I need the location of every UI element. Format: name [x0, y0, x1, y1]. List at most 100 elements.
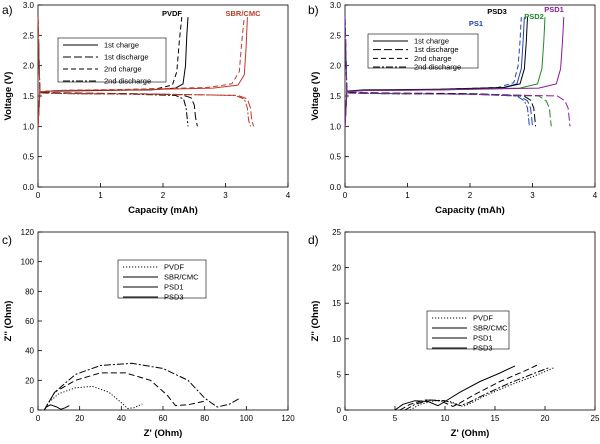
y-tick-label: 25 — [332, 228, 341, 237]
series-line — [344, 17, 528, 127]
x-axis-label: Capacity (mAh) — [435, 205, 505, 216]
y-tick-label: 0 — [30, 406, 35, 415]
series-line — [344, 17, 533, 127]
y-tick-label: 0.0 — [23, 183, 35, 192]
y-axis-label: Z'' (Ohm) — [3, 301, 14, 342]
y-tick-label: 2.0 — [23, 62, 35, 71]
y-tick-label: 100 — [21, 258, 35, 267]
x-tick-label: 10 — [441, 414, 450, 423]
y-tick-label: 1.0 — [330, 122, 342, 131]
series-annotation: PS1 — [469, 19, 483, 28]
x-tick-label: 0 — [343, 191, 348, 200]
x-tick-label: 2 — [161, 191, 166, 200]
plot-frame — [344, 231, 596, 411]
y-tick-label: 0.5 — [330, 153, 342, 162]
x-tick-label: 100 — [240, 414, 254, 423]
x-tick-label: 2 — [468, 191, 473, 200]
x-tick-label: 4 — [593, 191, 598, 200]
legend-entry: 1st discharge — [104, 53, 149, 62]
series-annotation: SBR/CMC — [226, 9, 262, 18]
x-tick-label: 3 — [223, 191, 228, 200]
x-tick-label: 20 — [541, 414, 550, 423]
y-tick-label: 20 — [332, 264, 341, 273]
series-line — [344, 17, 530, 127]
legend-entry: PSD3 — [164, 293, 184, 302]
series-line — [37, 17, 255, 127]
legend-entry: PVDF — [164, 263, 184, 272]
y-tick-label: 1.5 — [330, 92, 342, 101]
legend-box — [117, 259, 207, 299]
x-tick-label: 20 — [75, 414, 84, 423]
x-tick-label: 0 — [36, 191, 41, 200]
y-tick-label: 10 — [332, 335, 341, 344]
plot-frame — [37, 231, 289, 411]
series-line — [399, 363, 541, 411]
legend-entry: 2nd charge — [414, 54, 452, 63]
x-tick-label: 1 — [405, 191, 410, 200]
x-tick-label: 80 — [200, 414, 209, 423]
x-tick-label: 0 — [343, 414, 348, 423]
plot-frame — [37, 4, 289, 188]
legend-entry: 1st charge — [104, 41, 139, 50]
x-tick-label: 4 — [286, 191, 291, 200]
x-axis-label: Capacity (mAh) — [128, 205, 198, 216]
legend-entry: PSD1 — [473, 334, 493, 343]
legend-entry: SBR/CMC — [473, 324, 508, 333]
legend-entry: 1st discharge — [414, 45, 459, 54]
series-annotation: PSD3 — [487, 7, 507, 16]
y-axis-label: Voltage (V) — [3, 72, 14, 121]
y-axis-label: Z'' (Ohm) — [310, 301, 321, 342]
series-annotation: PVDF — [162, 9, 182, 18]
legend-entry: 2nd charge — [104, 65, 142, 74]
series-line — [43, 385, 143, 411]
y-tick-label: 40 — [25, 347, 34, 356]
series-line — [344, 17, 546, 127]
legend-entry: 1st charge — [414, 37, 449, 46]
y-tick-label: 3.0 — [23, 1, 35, 10]
y-tick-label: 5 — [337, 370, 342, 379]
panel-label: c) — [2, 233, 12, 247]
y-axis-label: Voltage (V) — [310, 72, 321, 121]
series-line — [344, 17, 537, 127]
x-tick-label: 3 — [530, 191, 535, 200]
x-tick-label: 5 — [393, 414, 398, 423]
x-tick-label: 15 — [491, 414, 500, 423]
x-axis-label: Z' (Ohm) — [144, 428, 183, 439]
y-tick-label: 2.5 — [330, 31, 342, 40]
y-tick-label: 0.5 — [23, 153, 35, 162]
series-line — [394, 365, 516, 411]
y-tick-label: 20 — [25, 376, 34, 385]
y-tick-label: 60 — [25, 317, 34, 326]
x-tick-label: 40 — [117, 414, 126, 423]
y-tick-label: 120 — [21, 228, 35, 237]
x-tick-label: 1 — [98, 191, 103, 200]
x-tick-label: 0 — [36, 414, 41, 423]
legend-entry: 2nd discharge — [414, 63, 461, 72]
y-tick-label: 0 — [337, 406, 342, 415]
series-line — [37, 17, 189, 127]
series-line — [409, 366, 556, 411]
series-line — [43, 372, 205, 411]
series-line — [344, 17, 525, 127]
y-tick-label: 1.0 — [23, 122, 35, 131]
series-line — [43, 404, 70, 411]
y-tick-label: 1.5 — [23, 92, 35, 101]
series-line — [344, 17, 522, 127]
series-line — [344, 17, 571, 127]
legend-entry: SBR/CMC — [164, 273, 199, 282]
series-line — [37, 17, 198, 127]
series-line — [37, 17, 245, 127]
legend-entry: PSD1 — [164, 283, 184, 292]
panel-label: b) — [308, 3, 319, 17]
series-line — [404, 366, 551, 411]
legend-entry: 2nd discharge — [104, 77, 151, 86]
series-line — [344, 17, 565, 127]
series-line — [43, 362, 241, 411]
panel-label: a) — [2, 3, 13, 17]
legend-box — [426, 310, 510, 350]
legend-entry: PSD3 — [473, 344, 493, 353]
x-axis-label: Z' (Ohm) — [451, 428, 490, 439]
x-tick-label: 60 — [159, 414, 168, 423]
x-tick-label: 120 — [281, 414, 295, 423]
series-annotation: PSD1 — [544, 5, 564, 14]
